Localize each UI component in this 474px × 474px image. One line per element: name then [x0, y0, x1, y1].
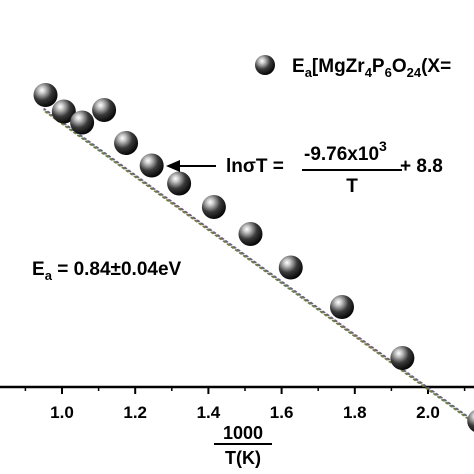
data-point — [278, 255, 303, 280]
x-tick-label: 0.8 — [0, 403, 1, 422]
legend-marker — [255, 55, 275, 75]
fit-equation-denominator: T — [346, 176, 358, 197]
x-ticks: 0.8 1.0 1.2 1.4 1.6 1.8 2.0 — [0, 387, 466, 422]
data-point — [70, 110, 95, 135]
fit-equation-lhs: lnσT = — [226, 156, 284, 177]
x-axis-label-denominator: T(K) — [225, 448, 261, 468]
data-point — [33, 83, 58, 107]
legend: Ea[MgZr4P6O24(X= — [255, 55, 451, 80]
fit-line — [43, 110, 474, 425]
x-axis-label-numerator: 1000 — [223, 423, 263, 443]
activation-energy-label: Ea = 0.84±0.04eV — [32, 259, 182, 283]
fit-line-group — [43, 107, 474, 425]
data-point — [51, 99, 76, 124]
data-point — [390, 346, 415, 370]
fit-equation: lnσT = -9.76x103 T + 8.8 — [166, 138, 443, 197]
data-point — [167, 171, 192, 196]
annotation-arrow-head — [166, 160, 180, 172]
data-point — [201, 195, 226, 219]
x-tick-label: 1.0 — [50, 403, 74, 422]
data-point — [114, 131, 139, 155]
data-point — [329, 295, 354, 319]
fit-equation-numerator: -9.76x103 — [304, 138, 387, 165]
fit-line — [43, 109, 474, 424]
data-point — [92, 98, 117, 122]
data-point — [238, 222, 263, 246]
data-point — [139, 153, 164, 178]
x-tick-label: 1.8 — [343, 403, 367, 422]
data-points — [33, 83, 474, 432]
x-tick-label: 2.0 — [416, 403, 440, 422]
legend-label: Ea[MgZr4P6O24(X= — [292, 56, 451, 80]
plot-area: 0.8 1.0 1.2 1.4 1.6 1.8 2.0 — [0, 83, 474, 432]
x-tick-label: 1.4 — [197, 403, 221, 422]
x-tick-label: 1.6 — [270, 403, 294, 422]
x-tick-label: 1.2 — [123, 403, 147, 422]
fit-equation-rhs: + 8.8 — [400, 156, 443, 177]
data-point — [467, 410, 474, 432]
